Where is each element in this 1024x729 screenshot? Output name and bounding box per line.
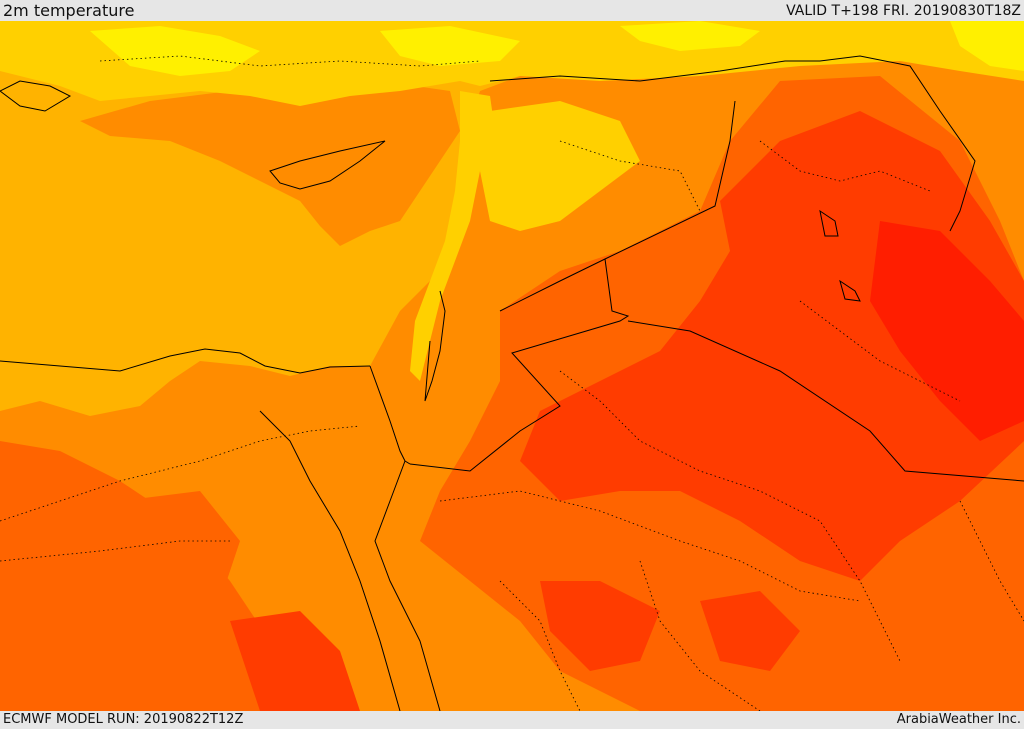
valid-time-label: VALID T+198 FRI. 20190830T18Z (786, 3, 1021, 19)
border-line (269, 140, 386, 190)
map-title: 2m temperature (3, 1, 135, 20)
border-line (369, 365, 411, 465)
dotted-boundary (439, 490, 861, 602)
border-line (819, 209, 861, 302)
internal-boundaries (0, 55, 1024, 711)
mild-levant-strip (410, 91, 495, 381)
warm-med-region (80, 81, 460, 246)
border-line (0, 348, 371, 374)
dotted-boundary (0, 540, 230, 562)
hot-africa-region (0, 441, 300, 711)
very-hot-africa-patch (230, 611, 360, 711)
border-line (499, 100, 736, 312)
dotted-boundary (959, 500, 1024, 622)
extreme-region (870, 221, 1024, 441)
mild-syria-patch (480, 101, 640, 231)
border-line (259, 410, 401, 711)
dotted-boundary (559, 370, 901, 662)
footer-bar: ECMWF MODEL RUN: 20190822T12Z ArabiaWeat… (0, 711, 1024, 729)
hot-africa-patch (120, 491, 240, 601)
border-line (409, 258, 630, 472)
country-borders (0, 55, 1024, 711)
dotted-boundary (639, 560, 761, 711)
border-line (489, 55, 976, 232)
mild-north-region (0, 21, 1024, 106)
temperature-map-canvas (0, 21, 1024, 711)
border-line (374, 460, 441, 711)
dotted-boundary (0, 425, 361, 522)
dotted-boundary (559, 140, 701, 212)
temperature-map (0, 21, 1024, 711)
border-line (0, 80, 72, 112)
model-run-label: ECMWF MODEL RUN: 20190822T12Z (3, 712, 244, 727)
header-bar: 2m temperature VALID T+198 FRI. 20190830… (0, 0, 1024, 21)
border-line (424, 290, 446, 402)
cool-north-patches (90, 21, 1024, 76)
border-line (627, 320, 1024, 482)
very-hot-south-patch (540, 581, 800, 671)
dotted-boundary (759, 140, 931, 192)
dotted-boundary (799, 300, 961, 402)
credit-label: ArabiaWeather Inc. (896, 712, 1021, 727)
dotted-boundary (499, 580, 581, 711)
